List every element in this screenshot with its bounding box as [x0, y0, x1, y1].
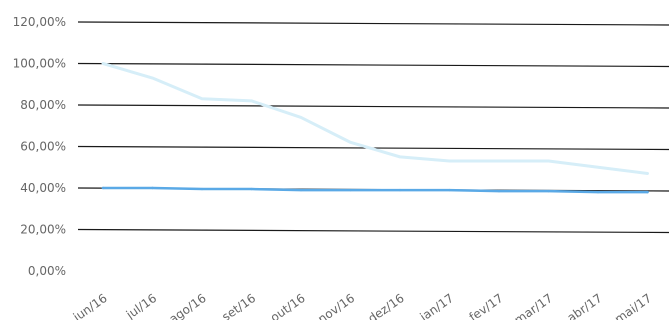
data-point — [200, 97, 204, 100]
x-tick-label: ago/16 — [167, 291, 209, 320]
data-point — [448, 159, 451, 163]
gridline — [77, 21, 669, 26]
data-point — [250, 187, 253, 191]
data-point — [151, 76, 154, 80]
gridline — [77, 62, 669, 68]
x-tick-label: nov/16 — [315, 291, 357, 320]
data-point — [151, 186, 154, 190]
y-tick-label: 100,00% — [13, 57, 66, 71]
data-point — [398, 188, 402, 192]
y-tick-label: 120,00% — [13, 15, 66, 29]
data-point — [547, 189, 550, 193]
data-point — [250, 99, 253, 103]
data-point — [497, 159, 501, 163]
data-point — [596, 190, 600, 194]
data-point — [101, 62, 105, 65]
x-tick-label: mar/17 — [512, 291, 555, 320]
series-line — [101, 62, 649, 175]
data-point — [200, 187, 204, 191]
x-tick-label: jun/16 — [70, 291, 110, 320]
data-point — [448, 188, 451, 192]
y-tick-label: 0,00% — [28, 264, 66, 278]
y-tick-label: 40,00% — [20, 181, 66, 195]
data-point — [398, 155, 402, 159]
data-point — [349, 141, 352, 144]
data-point — [596, 166, 600, 169]
data-point — [497, 189, 501, 193]
data-point — [349, 188, 352, 192]
x-tick-label: fev/17 — [467, 291, 506, 320]
x-tick-label: dez/16 — [365, 291, 406, 320]
gridline — [77, 228, 669, 234]
x-tick-label: jan/17 — [417, 291, 457, 320]
data-point — [299, 116, 303, 119]
y-tick-label: 20,00% — [20, 223, 66, 237]
y-tick-label: 80,00% — [20, 98, 66, 112]
x-tick-label: out/16 — [268, 291, 308, 320]
data-point — [101, 186, 105, 190]
x-tick-label: abr/17 — [565, 291, 605, 320]
x-tick-label: jul/16 — [123, 291, 159, 320]
data-point — [299, 188, 303, 192]
y-tick-label: 60,00% — [20, 140, 66, 154]
data-point — [646, 190, 649, 194]
series-line — [101, 186, 649, 194]
gridline — [77, 104, 669, 109]
x-tick-label: mai/17 — [612, 291, 654, 320]
data-point — [547, 159, 550, 163]
x-tick-label: set/16 — [219, 291, 258, 320]
data-point — [646, 172, 649, 175]
